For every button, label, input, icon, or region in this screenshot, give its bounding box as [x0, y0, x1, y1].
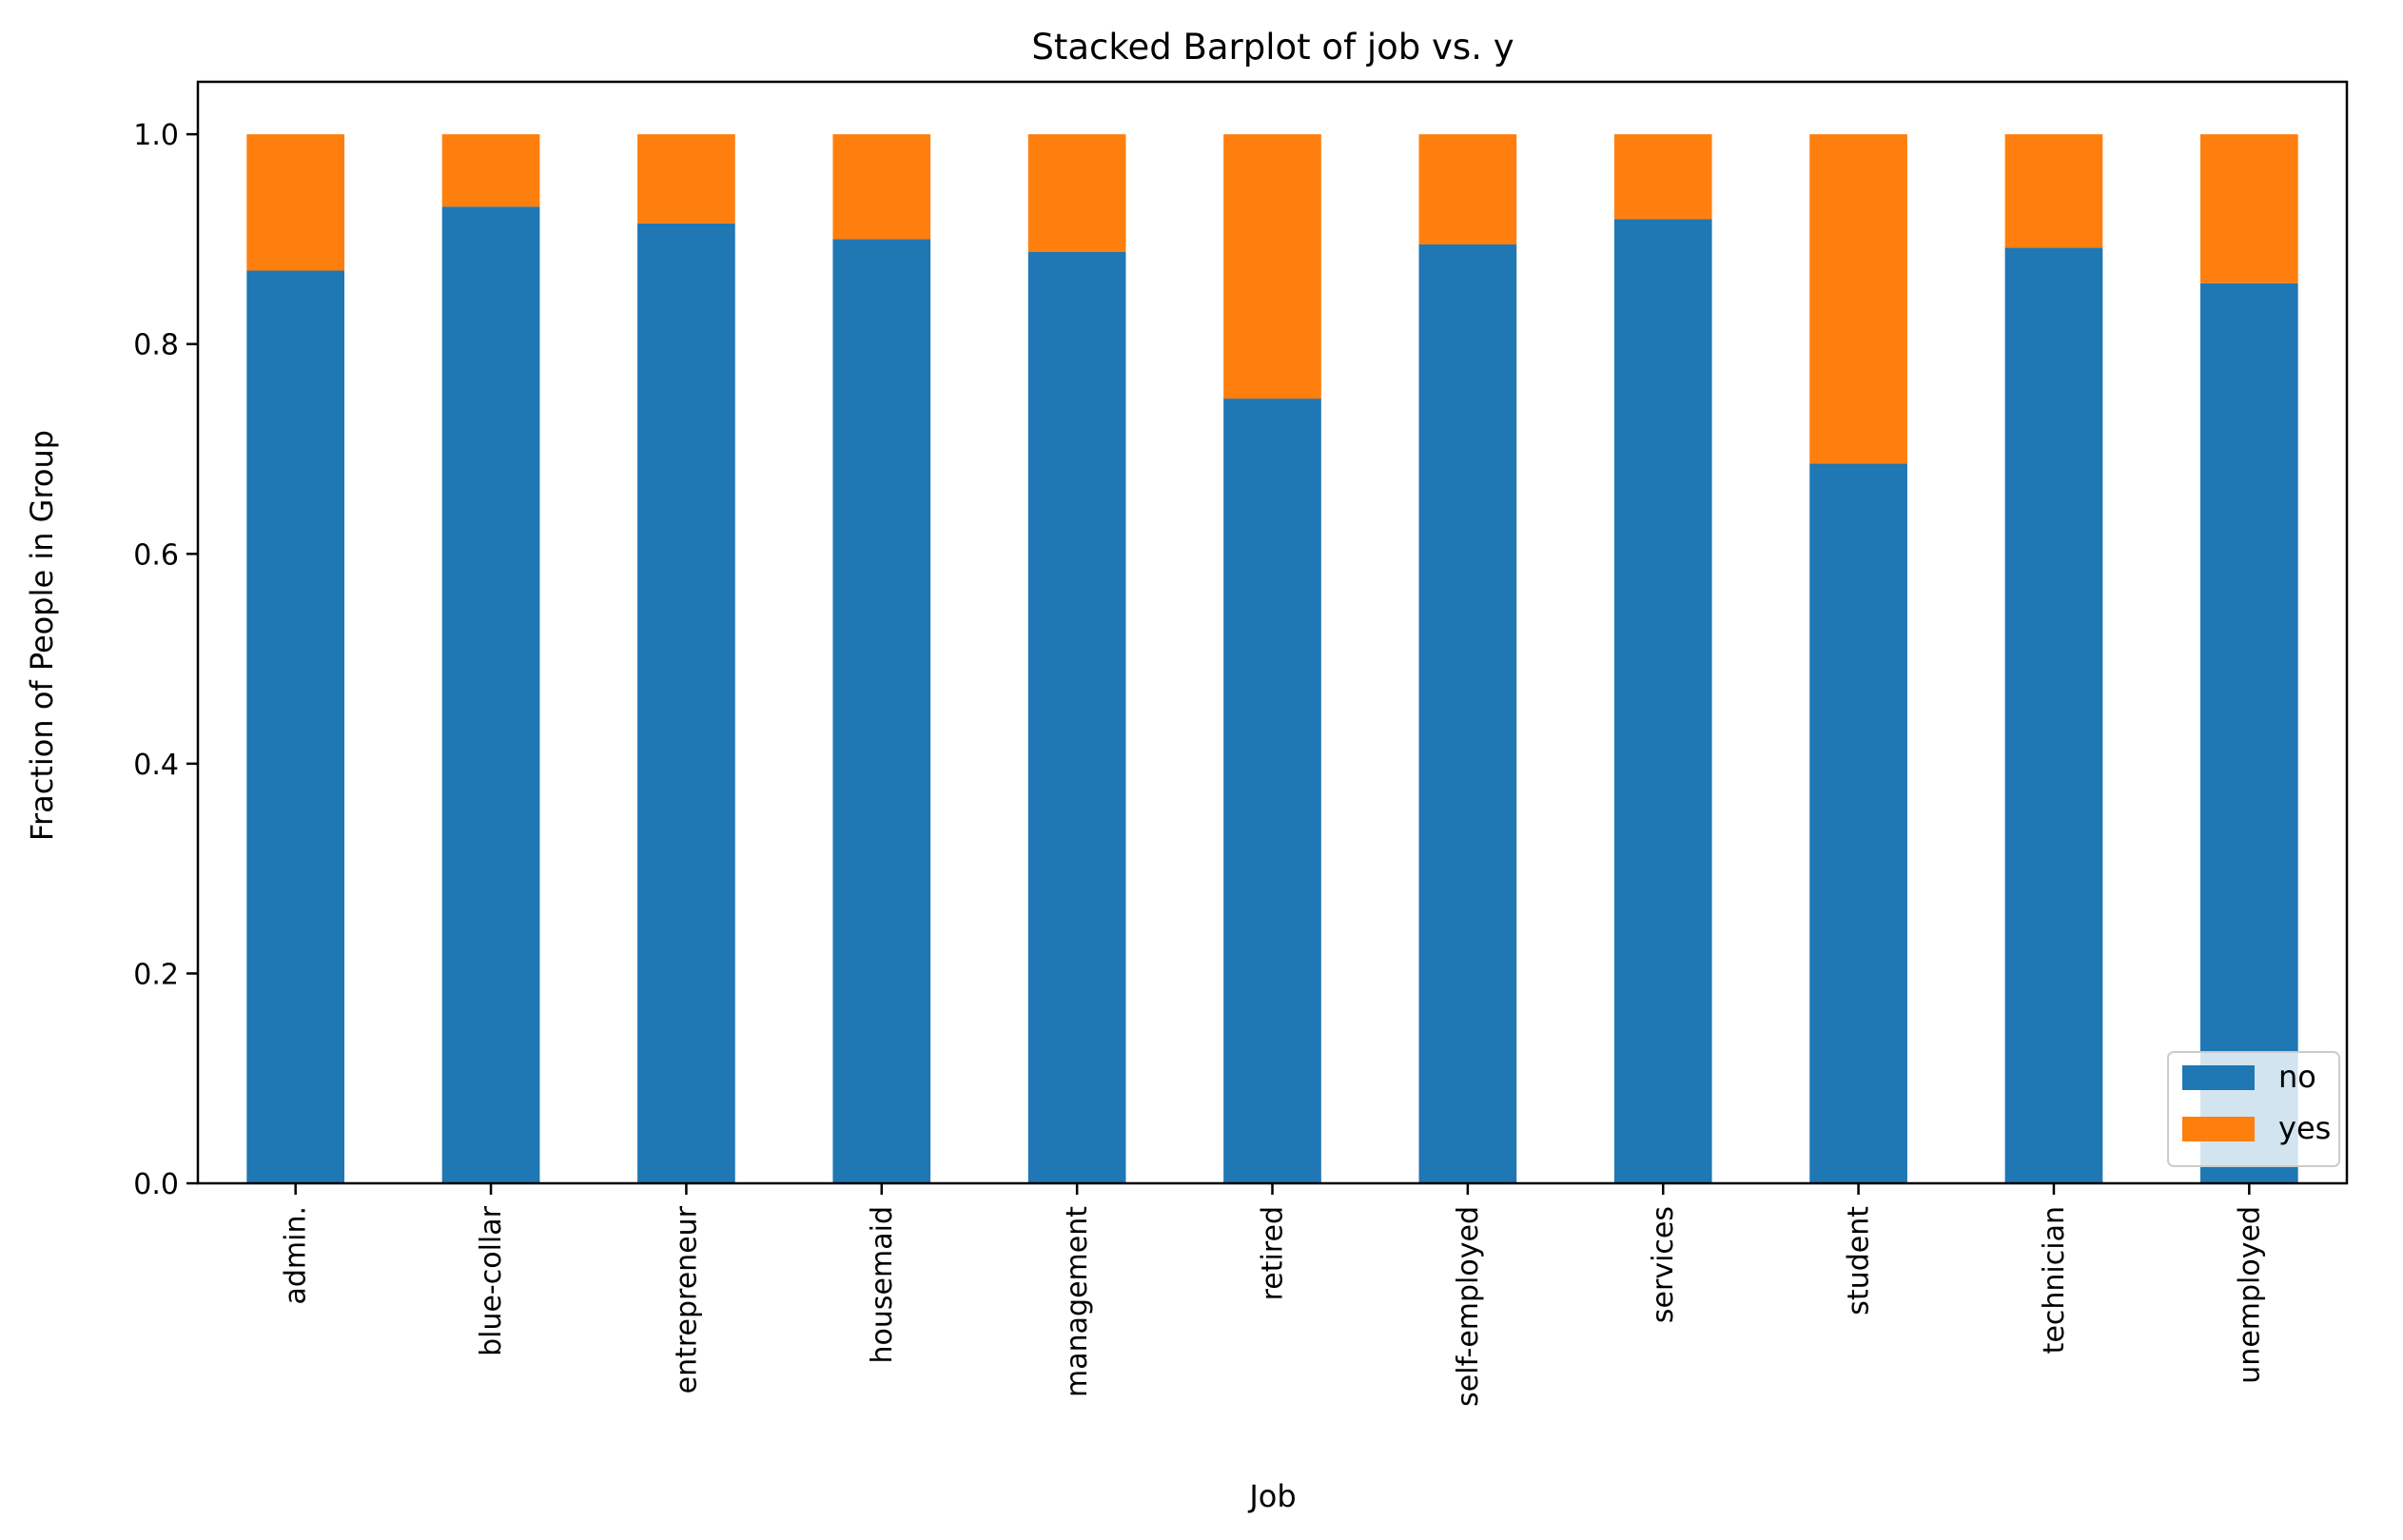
bar-no-0 — [246, 270, 345, 1183]
bar-yes-4 — [1027, 134, 1126, 252]
bar-no-10 — [2199, 283, 2298, 1184]
x-tick-label-10: unemployed — [2233, 1206, 2266, 1384]
bar-no-2 — [637, 223, 735, 1183]
bar-no-8 — [1809, 463, 1907, 1183]
x-axis-label: Job — [1247, 1478, 1296, 1514]
x-tick-label-5: retired — [1257, 1206, 1290, 1300]
y-tick-label-5: 1.0 — [133, 119, 179, 152]
bar-no-1 — [441, 206, 540, 1184]
y-tick-label-0: 0.0 — [133, 1168, 179, 1201]
bar-no-7 — [1613, 219, 1712, 1183]
y-axis-ticks: 0.0 0.2 0.4 0.6 0.8 1.0 — [133, 119, 198, 1201]
legend-label-no: no — [2278, 1059, 2316, 1095]
bar-yes-2 — [637, 134, 735, 224]
y-tick-label-2: 0.4 — [133, 749, 179, 782]
bar-no-4 — [1027, 251, 1126, 1184]
legend-label-yes: yes — [2278, 1110, 2331, 1146]
plot-frame — [196, 80, 2349, 1185]
bar-yes-6 — [1418, 134, 1517, 244]
legend-swatch-yes — [2182, 1117, 2255, 1141]
legend-swatch-no — [2182, 1065, 2255, 1090]
bar-yes-9 — [2004, 134, 2103, 248]
bar-yes-10 — [2199, 134, 2298, 283]
x-tick-label-0: admin. — [280, 1206, 313, 1305]
x-tick-label-8: student — [1843, 1206, 1876, 1316]
bar-no-3 — [832, 239, 931, 1183]
y-axis-label: Fraction of People in Group — [24, 430, 60, 841]
chart-title: Stacked Barplot of job vs. y — [1031, 27, 1514, 68]
x-tick-label-2: entrepreneur — [670, 1205, 703, 1394]
bar-yes-7 — [1613, 134, 1712, 220]
bar-yes-3 — [832, 134, 931, 240]
bar-yes-1 — [441, 134, 540, 207]
bar-no-5 — [1223, 399, 1321, 1183]
legend: no yes — [2167, 1051, 2340, 1167]
y-tick-label-3: 0.6 — [133, 538, 179, 572]
bar-yes-8 — [1809, 134, 1907, 464]
bar-yes-5 — [1223, 134, 1321, 400]
y-tick-label-1: 0.2 — [133, 958, 179, 991]
x-axis-ticks: admin. blue-collar entrepreneur housemaid ma… — [280, 1183, 2266, 1407]
bar-no-6 — [1418, 244, 1517, 1183]
x-tick-label-3: housemaid — [866, 1206, 899, 1363]
bar-yes-0 — [246, 134, 345, 271]
x-tick-label-4: management — [1061, 1206, 1094, 1397]
x-tick-label-6: self-employed — [1452, 1206, 1485, 1407]
x-tick-label-9: technician — [2038, 1206, 2071, 1354]
bars-layer — [246, 134, 2298, 1184]
y-tick-label-4: 0.8 — [133, 329, 179, 362]
x-tick-label-1: blue-collar — [475, 1205, 508, 1356]
x-tick-label-7: services — [1647, 1206, 1680, 1323]
bar-no-9 — [2004, 247, 2103, 1183]
